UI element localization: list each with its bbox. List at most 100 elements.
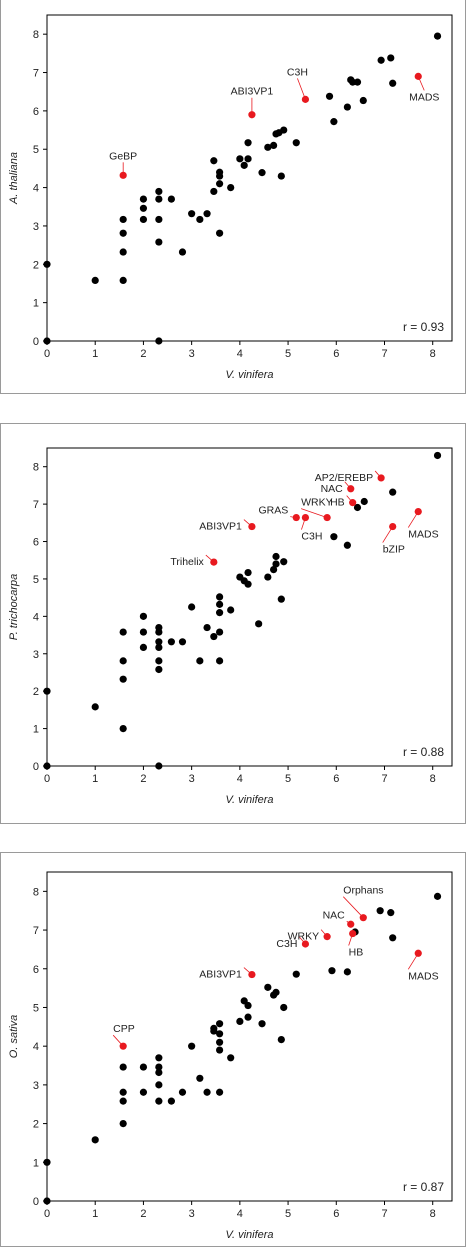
data-point [236, 155, 244, 163]
y-tick-label: 3 [33, 1080, 39, 1092]
x-tick-label: 0 [44, 773, 50, 785]
highlight-point [347, 920, 355, 928]
data-point [155, 337, 163, 345]
highlight-point [301, 95, 310, 103]
x-tick-label: 1 [92, 1208, 98, 1220]
highlight-point [292, 513, 300, 522]
x-tick-label: 0 [44, 1208, 50, 1220]
data-point [272, 552, 280, 561]
data-point [389, 79, 397, 87]
y-tick-label: 6 [33, 964, 39, 976]
data-point [244, 568, 252, 577]
data-point [155, 1097, 163, 1105]
data-point [343, 103, 351, 111]
data-point [244, 155, 252, 163]
callout-line [342, 896, 364, 918]
data-point [216, 593, 224, 601]
highlight-point [349, 499, 357, 507]
data-point [155, 665, 163, 674]
data-point [178, 248, 187, 256]
data-point [155, 215, 163, 224]
data-point [155, 1068, 163, 1077]
data-point [119, 675, 127, 683]
point-label: HB [330, 497, 345, 509]
highlight-point [119, 171, 127, 179]
data-point [196, 215, 204, 224]
data-point [188, 603, 196, 611]
data-point [155, 1081, 163, 1089]
x-tick-label: 6 [333, 773, 339, 785]
x-tick-label: 7 [381, 1208, 387, 1220]
data-point [292, 139, 300, 147]
scatter-panel-oryza: 0 1 2 3 4 5 6 7 8 0 1 2 3 4 5 6 7 8 V. vinifera O. sativa r … [0, 852, 466, 1247]
point-label: NAC [323, 909, 346, 921]
highlight-point [248, 522, 256, 531]
data-point [91, 276, 99, 285]
y-tick-label: 6 [33, 106, 39, 118]
y-tick-label: 5 [33, 574, 39, 586]
data-point [353, 78, 362, 86]
highlight-point [301, 513, 310, 522]
data-point [264, 143, 272, 151]
data-point [280, 1003, 288, 1012]
scatter-panel-populus: 0 1 2 3 4 5 6 7 8 0 1 2 3 4 5 6 7 8 V. vinifera P. trichoca… [0, 423, 466, 824]
highlight-point [323, 513, 331, 522]
data-point [155, 195, 163, 203]
data-point [155, 638, 163, 646]
data-point [236, 1017, 244, 1026]
point-label: HB [349, 947, 364, 959]
x-axis-label: V. vinifera [225, 369, 273, 381]
point-label: WRKY [288, 931, 320, 943]
x-tick-label: 8 [430, 773, 436, 785]
data-point [188, 1042, 196, 1050]
data-point [119, 229, 127, 237]
data-point [328, 967, 336, 975]
x-tick-label: 5 [285, 348, 291, 360]
data-point [139, 1063, 148, 1071]
data-point [216, 600, 224, 608]
data-point [277, 172, 285, 180]
data-point [178, 638, 187, 646]
x-tick-label: 0 [44, 348, 50, 360]
x-tick-label: 2 [140, 773, 146, 785]
y-axis-label: A. thaliana [8, 152, 20, 205]
point-label: bZIP [383, 544, 405, 556]
data-point [210, 1024, 218, 1032]
point-label: AP2/EREBP [315, 472, 373, 484]
data-point [119, 1063, 127, 1071]
data-point [272, 560, 280, 568]
x-tick-label: 7 [381, 773, 387, 785]
x-tick-label: 2 [140, 348, 146, 360]
x-tick-label: 8 [430, 1208, 436, 1220]
data-point [119, 724, 127, 733]
y-tick-label: 2 [33, 686, 39, 698]
x-tick-label: 4 [237, 773, 243, 785]
point-label: ABI3VP1 [199, 521, 242, 533]
correlation-label: r = 0.87 [403, 1180, 444, 1194]
data-point [155, 643, 163, 652]
data-point [258, 169, 266, 177]
data-point [277, 1035, 285, 1044]
data-point [210, 632, 218, 641]
point-label: ABI3VP1 [199, 969, 242, 981]
x-tick-label: 4 [237, 1208, 243, 1220]
data-point [139, 204, 148, 212]
correlation-label: r = 0.88 [403, 745, 444, 759]
data-point [353, 503, 362, 512]
data-point [216, 1046, 224, 1054]
data-point [216, 1088, 224, 1096]
y-tick-label: 8 [33, 29, 39, 41]
y-tick-label: 2 [33, 1119, 39, 1131]
point-label: MADS [409, 91, 439, 103]
data-point [139, 643, 148, 652]
x-tick-label: 8 [430, 348, 436, 360]
point-label: GRAS [259, 505, 289, 517]
data-point [330, 533, 338, 541]
point-label: MADS [408, 529, 438, 541]
data-point [210, 187, 218, 196]
data-point [325, 92, 334, 100]
data-point [43, 337, 51, 345]
data-point [167, 638, 175, 646]
data-point [119, 248, 127, 256]
data-point [119, 215, 127, 224]
